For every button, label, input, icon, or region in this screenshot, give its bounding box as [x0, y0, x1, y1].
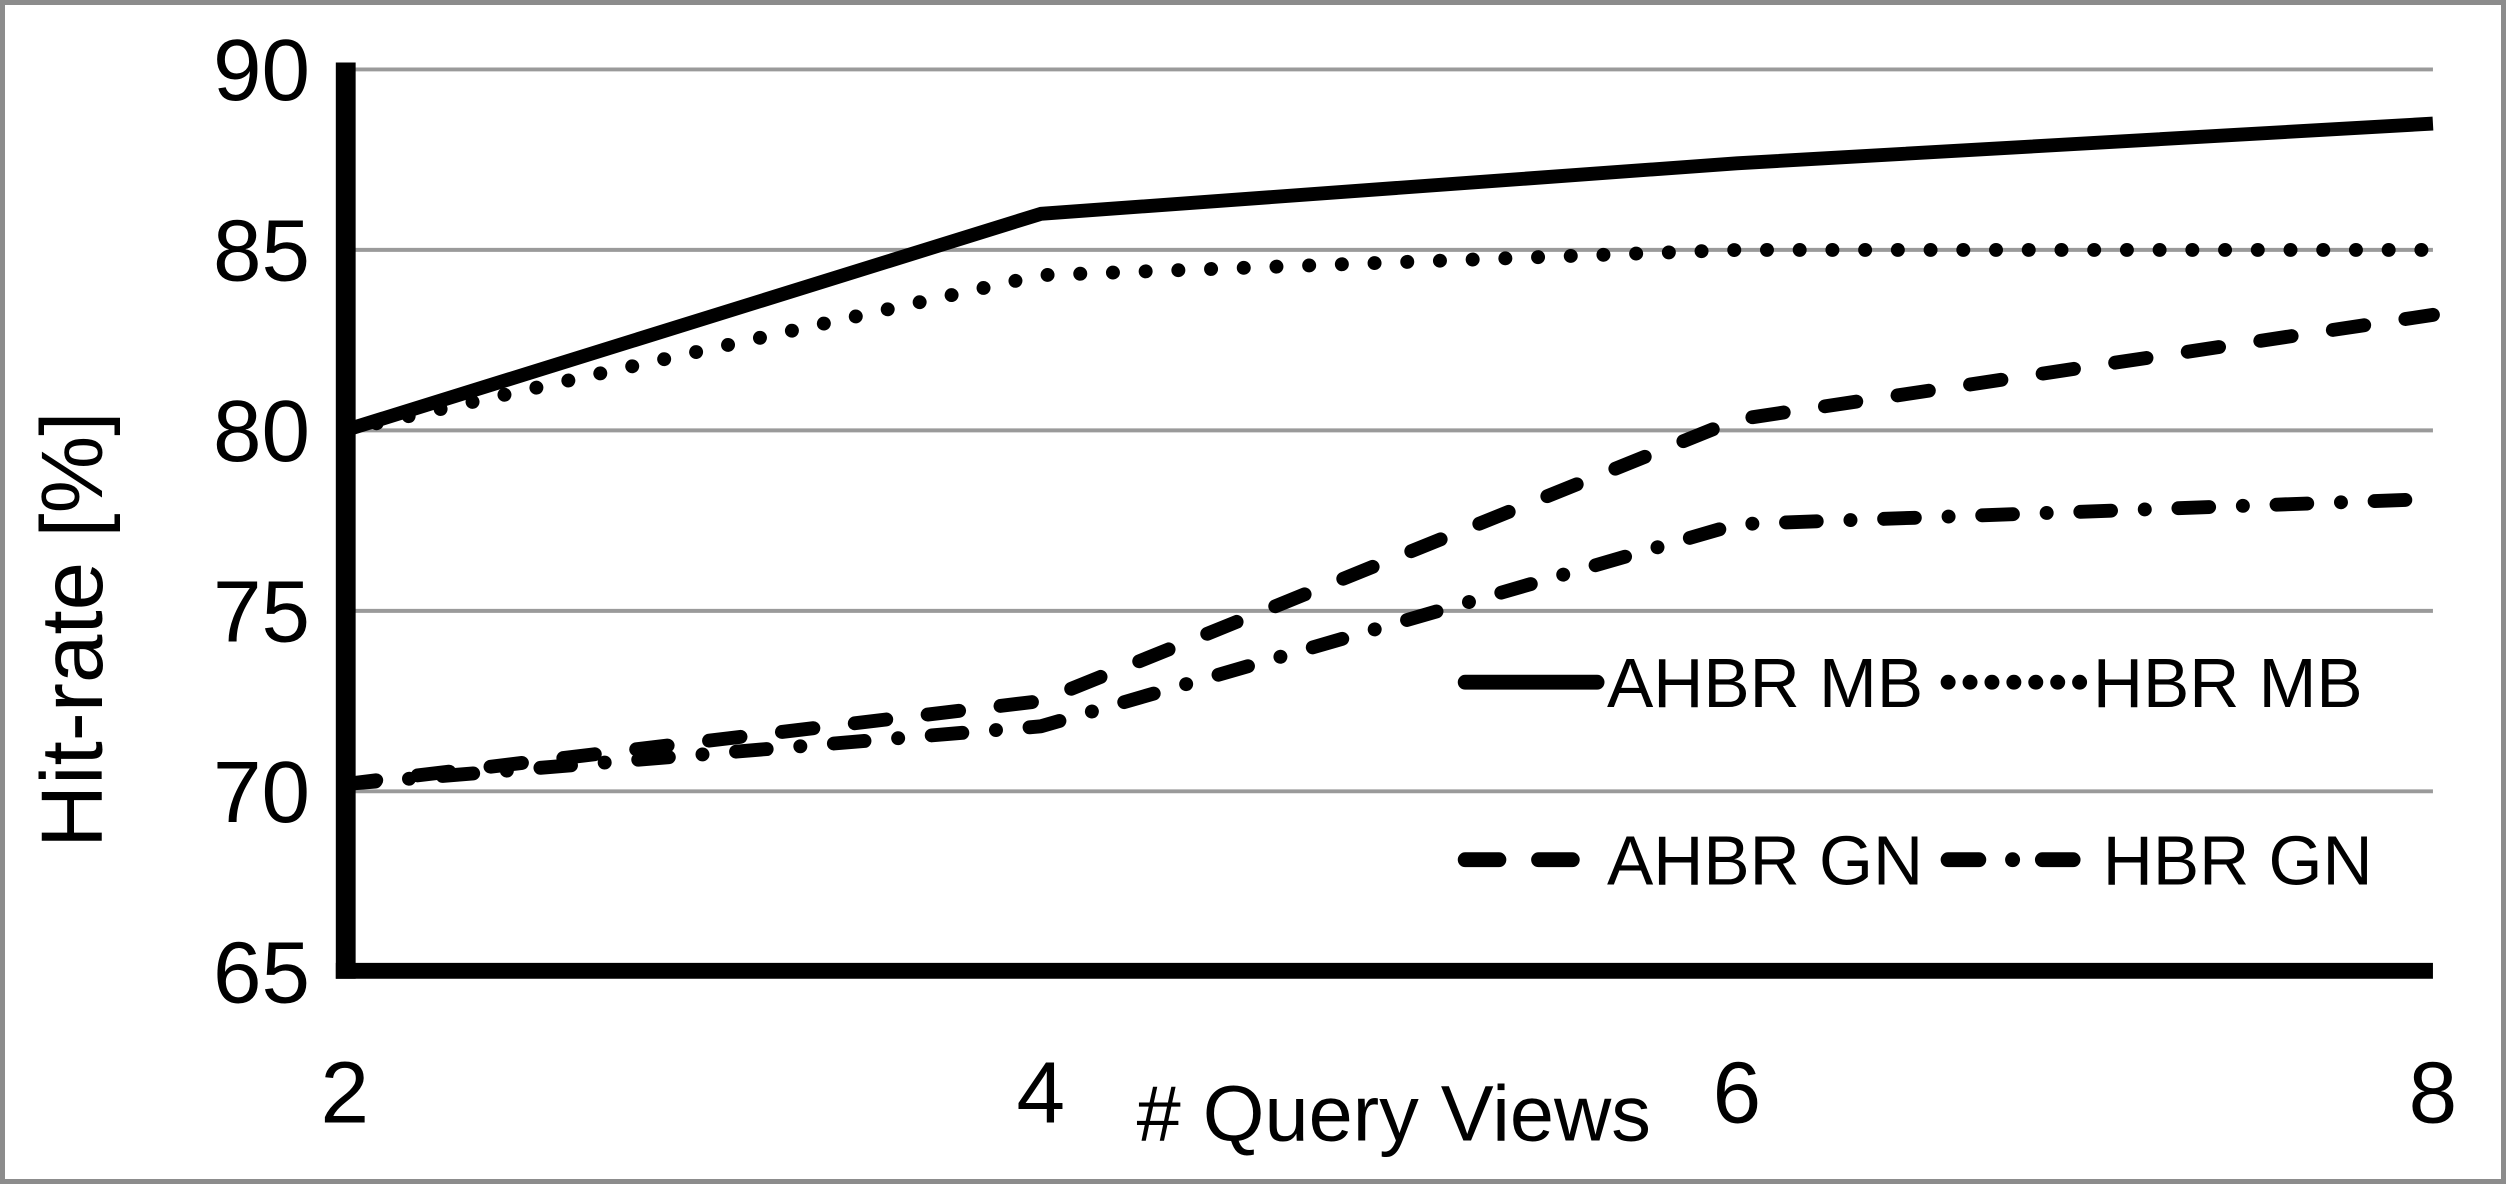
series-line-hbr-mb	[337, 242, 2440, 438]
series-line-ahbr-mb	[342, 116, 2434, 438]
legend-label-hbr-mb: HBR MB	[2093, 644, 2363, 722]
y-axis-title: Hit-rate [%]	[24, 412, 121, 848]
x-tick-label-4: 4	[1017, 1044, 1066, 1141]
y-tick-label-90: 90	[213, 22, 310, 119]
legend-label-ahbr-mb: AHBR MB	[1607, 644, 1923, 722]
line-chart-canvas: 90 85 80 75 70 652 4 6 8 # Query Views Hit-rate [%…	[24, 22, 2458, 1157]
y-tick-label-85: 85	[213, 203, 310, 300]
legend-label-hbr-gn: HBR GN	[2103, 822, 2373, 900]
series-line-hbr-gn	[337, 492, 2440, 792]
x-tick-label-2: 2	[320, 1044, 369, 1141]
y-tick-label-65: 65	[213, 925, 310, 1022]
y-tick-label-75: 75	[213, 564, 310, 661]
x-tick-label-6: 6	[1713, 1044, 1762, 1141]
x-axis-title: # Query Views	[1137, 1068, 1651, 1157]
x-tick-label-8: 8	[2409, 1044, 2458, 1141]
y-tick-label-80: 80	[213, 383, 310, 480]
y-tick-label-70: 70	[213, 744, 310, 841]
legend-label-ahbr-gn: AHBR GN	[1607, 822, 1923, 900]
